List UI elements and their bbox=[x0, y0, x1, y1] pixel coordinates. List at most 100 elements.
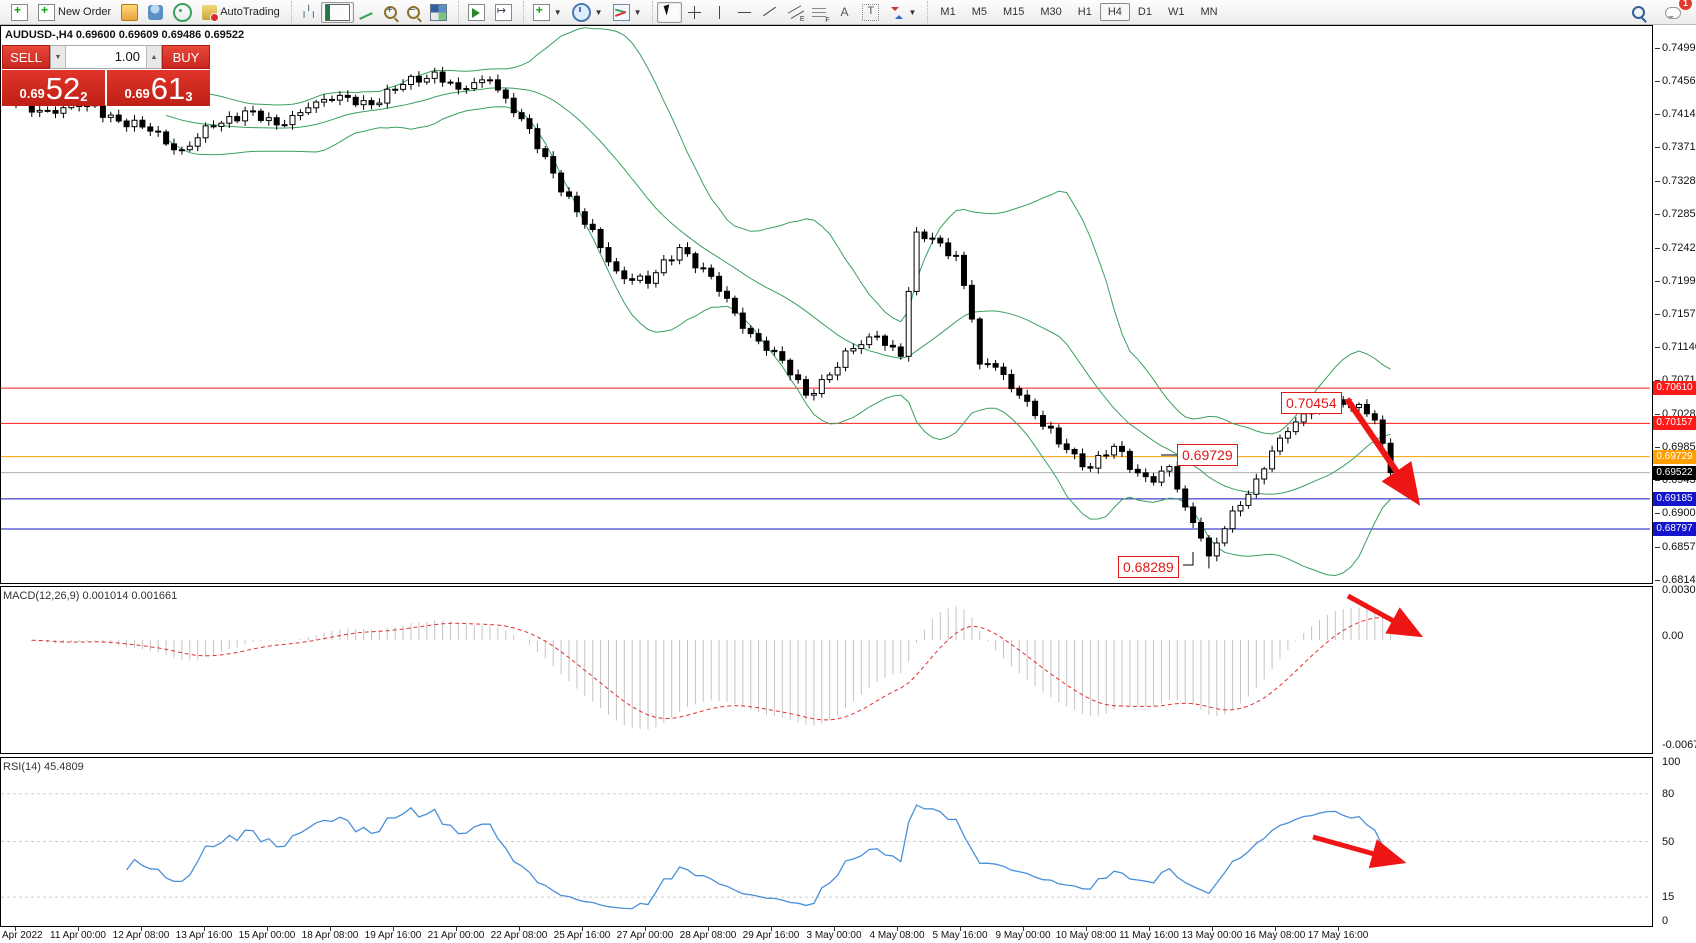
buy-button[interactable]: BUY bbox=[162, 45, 210, 69]
trendline-tool-button[interactable] bbox=[757, 2, 782, 23]
price-annotation-0.68289[interactable]: 0.68289 bbox=[1118, 556, 1179, 578]
main-chart-panel[interactable] bbox=[0, 25, 1653, 584]
volume-input[interactable]: 1.00 bbox=[66, 46, 146, 68]
new-chart-window-button[interactable] bbox=[6, 1, 33, 24]
time-label: 15 Apr 00:00 bbox=[238, 930, 296, 941]
candles bbox=[13, 66, 1394, 569]
text-label-tool-button[interactable] bbox=[857, 1, 884, 24]
autotrading-label: AutoTrading bbox=[220, 6, 280, 18]
timeframe-m30-button[interactable]: M30 bbox=[1040, 6, 1062, 18]
buy-price-display[interactable]: 0.69 61 3 bbox=[107, 70, 210, 106]
time-axis[interactable]: Apr 2022 11 Apr 00:00 12 Apr 08:00 13 Apr 1… bbox=[0, 927, 1653, 943]
rsi-axis-label: 50 bbox=[1662, 835, 1675, 848]
time-label: Apr 2022 bbox=[2, 930, 43, 941]
bollinger-upper-band bbox=[166, 27, 1391, 435]
fibonacci-icon bbox=[812, 5, 829, 24]
autotrading-button[interactable]: AutoTrading bbox=[197, 2, 285, 23]
time-label: 18 Apr 08:00 bbox=[301, 930, 359, 941]
timeframe-h1-button[interactable]: H1 bbox=[1077, 6, 1092, 18]
auto-scroll-button[interactable] bbox=[463, 1, 490, 24]
price-annotation-0.69729[interactable]: 0.69729 bbox=[1177, 444, 1238, 466]
time-tick bbox=[771, 927, 772, 931]
volume-decrease-button[interactable]: ▼ bbox=[51, 46, 66, 68]
shapes-dropdown-button[interactable]: ▼ bbox=[884, 2, 921, 23]
auto-scroll-icon bbox=[467, 3, 485, 21]
axis-tick bbox=[1655, 380, 1660, 382]
line-chart-button[interactable] bbox=[354, 2, 379, 23]
axis-tick bbox=[1655, 513, 1660, 515]
zoom-in-button[interactable] bbox=[379, 3, 402, 22]
vertical-line-tool-button[interactable] bbox=[707, 2, 732, 23]
search-icon bbox=[1632, 5, 1645, 19]
time-tick bbox=[78, 927, 79, 931]
chat-icon bbox=[1665, 7, 1681, 19]
text-tool-button[interactable] bbox=[832, 2, 857, 23]
candlestick-icon bbox=[324, 3, 350, 21]
chevron-down-icon: ▼ bbox=[908, 7, 917, 17]
time-tick bbox=[330, 927, 331, 931]
time-tick bbox=[393, 927, 394, 931]
rsi-canvas bbox=[1, 793, 1650, 910]
horizontal-line-tool-button[interactable] bbox=[732, 2, 757, 23]
tile-windows-button[interactable] bbox=[425, 1, 452, 24]
timeframe-h4-button[interactable]: H4 bbox=[1099, 3, 1130, 21]
axis-tick bbox=[1655, 447, 1660, 449]
time-label: 21 Apr 00:00 bbox=[427, 930, 485, 941]
timeframe-w1-button[interactable]: W1 bbox=[1167, 6, 1185, 18]
rsi-panel[interactable] bbox=[0, 757, 1653, 927]
volume-increase-button[interactable]: ▲ bbox=[146, 46, 161, 68]
data-window-button[interactable] bbox=[143, 2, 168, 23]
price-annotation-0.70454[interactable]: 0.70454 bbox=[1281, 392, 1342, 414]
chart-shift-button[interactable] bbox=[490, 1, 517, 24]
line-chart-icon bbox=[359, 5, 374, 20]
timeframe-d1-button[interactable]: D1 bbox=[1137, 6, 1152, 18]
signals-button[interactable] bbox=[168, 0, 197, 25]
sell-button[interactable]: SELL bbox=[2, 45, 50, 69]
fibonacci-tool-button[interactable] bbox=[807, 2, 832, 24]
one-click-trading-panel: SELL ▼ 1.00 ▲ BUY 0.69 52 2 0.69 61 3 bbox=[2, 45, 210, 106]
downtrend-arrow-main[interactable] bbox=[1344, 397, 1421, 506]
axis-tick bbox=[1655, 579, 1660, 581]
downtrend-arrow-rsi[interactable] bbox=[1312, 834, 1407, 869]
axis-tick bbox=[1655, 114, 1660, 115]
sell-price-display[interactable]: 0.69 52 2 bbox=[2, 70, 105, 106]
market-watch-button[interactable] bbox=[116, 1, 143, 24]
new-order-button[interactable]: New Order bbox=[33, 1, 116, 24]
crosshair-tool-button[interactable] bbox=[682, 2, 707, 23]
timeframe-m5-button[interactable]: M5 bbox=[971, 6, 987, 18]
time-label: 13 Apr 16:00 bbox=[175, 930, 233, 941]
tile-windows-icon bbox=[429, 3, 447, 21]
notifications-button[interactable]: 1 bbox=[1660, 0, 1692, 22]
signal-icon bbox=[173, 2, 193, 22]
bar-chart-button[interactable] bbox=[296, 2, 321, 23]
time-tick bbox=[834, 927, 835, 931]
channel-tool-button[interactable] bbox=[782, 2, 807, 23]
timeframe-m1-button[interactable]: M1 bbox=[940, 6, 956, 18]
rsi-axis-label: 100 bbox=[1662, 756, 1681, 768]
cursor-tool-button[interactable] bbox=[657, 1, 683, 23]
time-tick bbox=[960, 927, 961, 931]
search-button[interactable] bbox=[1627, 3, 1650, 22]
macd-panel[interactable] bbox=[0, 586, 1653, 754]
zoom-out-button[interactable] bbox=[402, 3, 425, 22]
new-chart-dropdown-button[interactable]: ▼ bbox=[528, 1, 567, 24]
axis-tick bbox=[1655, 247, 1660, 249]
clock-icon bbox=[571, 2, 591, 22]
indicators-dropdown-button[interactable]: ▼ bbox=[608, 1, 647, 24]
timeframe-m15-button[interactable]: M15 bbox=[1002, 6, 1025, 18]
candlestick-chart-button[interactable] bbox=[320, 1, 354, 23]
profiles-dropdown-button[interactable]: ▼ bbox=[567, 0, 608, 25]
downtrend-arrow-macd[interactable] bbox=[1346, 593, 1424, 638]
price-badge-0.69729: 0.69729 bbox=[1653, 449, 1696, 464]
timeframe-mn-button[interactable]: MN bbox=[1200, 6, 1218, 18]
axis-tick bbox=[1655, 280, 1660, 282]
new-order-icon bbox=[38, 3, 55, 21]
